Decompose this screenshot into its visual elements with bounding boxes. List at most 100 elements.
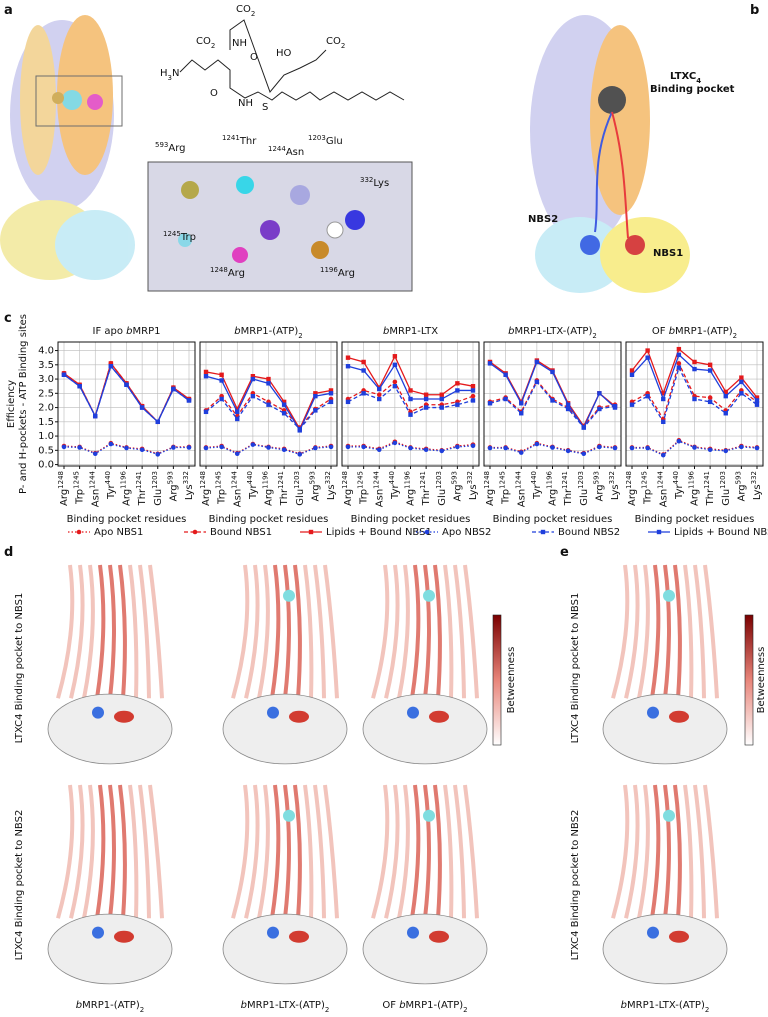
point [676,361,682,366]
helix [650,784,661,919]
residue-label: 1203Glu [308,134,343,147]
text-part: 1245 [163,230,181,238]
point [266,376,271,382]
helix [410,784,421,919]
x-axis-label: Binding pocket residues [209,514,329,525]
point [139,447,145,453]
text-part: Asn [90,489,101,507]
helix [82,564,95,699]
helix [303,784,314,919]
helix [443,784,454,919]
point [108,361,114,366]
point [754,402,760,407]
colorbar-label: Betweenness [756,647,767,714]
text-part: N [172,68,179,79]
text-part: Glu [295,489,306,506]
helix [423,784,431,919]
domain [222,693,348,765]
text-part: Asn [374,489,385,507]
helix [673,784,682,919]
helix [69,784,85,919]
point [439,448,445,454]
point [754,445,760,451]
point [281,399,287,405]
x-tick-label: Arg1196 [262,470,275,505]
text-part: Thr [705,488,716,506]
helix [397,784,410,919]
ligand [283,809,295,822]
colorbar [744,614,754,746]
x-tick-label: Glu1203 [577,471,590,506]
atp [407,926,419,939]
point [203,409,209,415]
text-part: 1203 [293,471,301,489]
plot-frame [341,341,480,467]
series-line [490,443,616,455]
chem-bonds [179,59,405,101]
helix [463,564,479,699]
x-axis-label: Binding pocket residues [493,514,613,525]
text-part: 440 [530,471,538,484]
text-part: Arg [736,484,747,501]
helix [56,784,75,919]
helix [323,784,339,919]
y-tick-label: 0.0 [38,460,54,471]
chart-title: IF apo bMRP1 [93,326,161,337]
y-axis-label: P- and H-pockets - ATP Binding sites [18,314,29,494]
text-part: 1203 [308,134,326,142]
x-tick-label: Tyr440 [672,471,685,500]
series-line [489,379,616,428]
ligand [663,589,675,602]
legend-label: Bound NBS2 [558,527,620,538]
atp [647,926,659,939]
point [519,411,524,416]
x-tick-label: Asn1244 [656,470,669,507]
protein-structure [47,784,173,985]
point [470,393,476,399]
helix [128,784,139,919]
residue-label: 1248Arg [210,266,245,279]
helix [663,564,671,699]
text-part: Arg [338,268,355,279]
point [676,352,682,358]
point [250,393,256,399]
panel-label: d [4,545,13,560]
point [503,372,508,377]
pocket-label: LTXC4 [670,71,701,85]
x-tick-label: Glu1203 [435,471,448,506]
text-part: 332 [182,471,190,484]
text-part: Arg [548,489,559,506]
text-part: 593 [308,471,316,484]
helix [433,784,442,919]
series-line [631,361,758,421]
point [739,375,744,380]
text-part: Thr [563,488,574,506]
helix [231,564,250,699]
text-part: 1241 [419,471,427,489]
text-part: Arg [485,489,496,506]
text-part: 2 [705,1006,709,1014]
panel-label: c [4,311,12,326]
text-part: 1244 [230,470,238,488]
text-part: NH [232,38,247,49]
domain [602,693,728,765]
text-part: b [621,1000,627,1011]
plot-frame [625,341,764,467]
text-part: Tyr [532,484,543,500]
text-part: MRP1 [133,326,161,337]
point [203,445,209,451]
caption: bMRP1-(ATP)2 [76,1000,144,1014]
legend-label: Apo NBS1 [94,527,143,538]
point [676,346,682,352]
point [565,406,571,412]
point [503,396,508,402]
chart-title: bMRP1-LTX [383,326,438,337]
point [77,383,82,389]
text-part: LTXC [670,71,696,82]
text-part: 440 [388,471,396,484]
text-part: 1241 [135,471,143,489]
protein-a [0,15,135,280]
point [692,366,697,372]
point [676,438,682,444]
point [313,408,318,413]
